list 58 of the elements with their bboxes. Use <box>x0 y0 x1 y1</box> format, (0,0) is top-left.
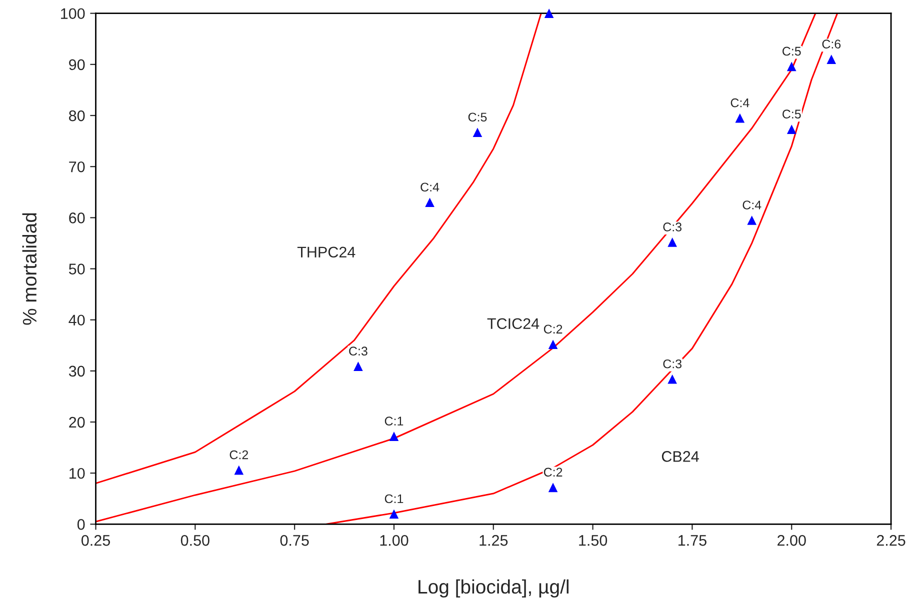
point <box>747 216 757 225</box>
annotation: C:4 <box>420 182 440 192</box>
annotation: C:3 <box>349 346 368 356</box>
point <box>668 238 677 247</box>
annotation: TCIC24 <box>487 318 540 330</box>
line-series <box>96 13 816 522</box>
x-axis-title: Log [biocida], µg/l <box>418 579 568 598</box>
x-tick-label: 1.50 <box>579 535 608 546</box>
y-axis-title: % mortalidad <box>22 213 37 325</box>
point <box>389 509 399 519</box>
y-tick-label: 60 <box>69 212 85 224</box>
point <box>735 113 745 123</box>
point <box>354 362 363 371</box>
point <box>234 465 244 475</box>
annotation: C:1 <box>384 494 404 504</box>
y-tick-label: 80 <box>69 110 85 122</box>
x-tick-label: 1.25 <box>480 535 508 546</box>
point <box>389 432 399 441</box>
annotation: C:1 <box>384 416 404 426</box>
x-tick-label: 0.75 <box>280 535 309 546</box>
annotation: C:2 <box>544 324 562 334</box>
y-tick-label: 0 <box>77 519 85 530</box>
annotation: CB24 <box>662 451 699 462</box>
y-tick-label: 50 <box>68 264 85 274</box>
y-tick-label: 100 <box>61 8 85 20</box>
y-tick-label: 30 <box>68 366 85 377</box>
annotation: C:4 <box>742 200 762 210</box>
y-tick-label: 70 <box>69 161 85 172</box>
annotation: C:6 <box>822 40 841 49</box>
x-tick-label: 1.75 <box>678 535 706 546</box>
point <box>786 124 796 134</box>
annotation: C:2 <box>544 468 562 477</box>
x-tick-label: 1.00 <box>380 535 408 546</box>
y-tick-label: 20 <box>69 416 85 428</box>
annotation: C:5 <box>468 112 487 122</box>
point <box>826 54 836 64</box>
point <box>668 374 677 384</box>
x-tick-label: 0.25 <box>81 535 110 546</box>
y-tick-label: 40 <box>68 314 85 326</box>
annotation: C:2 <box>230 450 248 460</box>
point <box>548 340 558 350</box>
x-tick-label: 2.25 <box>876 535 906 546</box>
point <box>425 198 434 208</box>
point <box>548 482 558 492</box>
y-tick-label: 90 <box>69 59 85 70</box>
annotation: C:3 <box>663 222 682 232</box>
y-tick-label: 10 <box>70 468 85 479</box>
annotation: C:5 <box>782 46 801 56</box>
annotation: C:5 <box>782 110 801 118</box>
annotation: C:4 <box>730 98 750 108</box>
x-tick-label: 2.00 <box>778 535 806 546</box>
x-tick-label: 0.50 <box>180 535 210 546</box>
annotation: C:3 <box>663 359 682 368</box>
point <box>544 8 554 18</box>
line-series <box>96 13 542 484</box>
annotation: THPC24 <box>297 246 356 258</box>
point <box>786 62 796 72</box>
point <box>472 128 482 138</box>
